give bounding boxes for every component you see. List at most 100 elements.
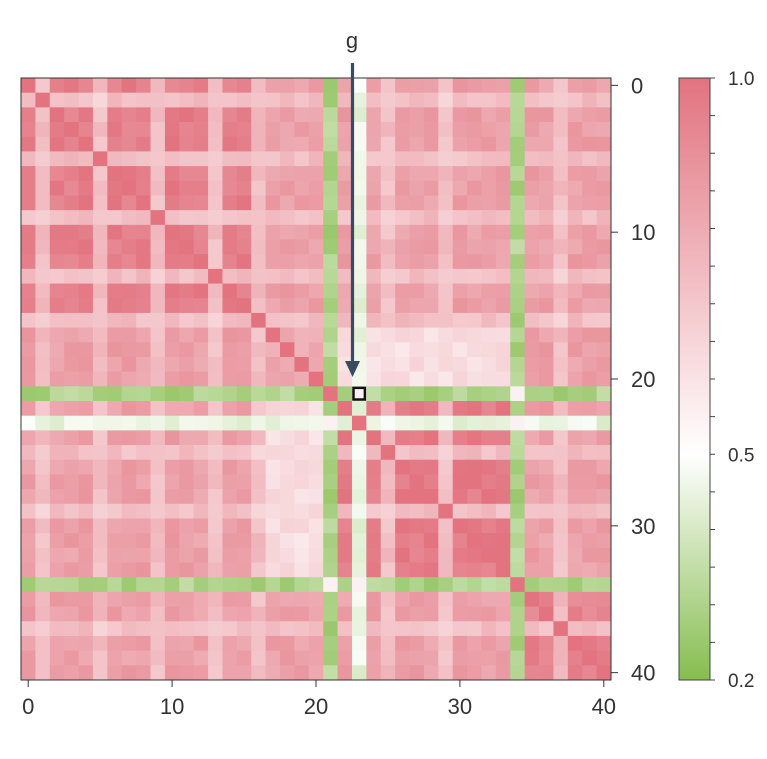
- heatmap-cell: [265, 356, 281, 373]
- heatmap-cell: [495, 430, 511, 446]
- heatmap-cell: [539, 635, 554, 652]
- heatmap-cell: [510, 650, 526, 666]
- heatmap-cell: [150, 635, 166, 652]
- heatmap-cell: [423, 78, 439, 94]
- heatmap-cell: [510, 254, 526, 270]
- heatmap-cell: [21, 533, 36, 549]
- heatmap-cell: [294, 283, 310, 299]
- heatmap-cell: [366, 298, 382, 314]
- heatmap-cell: [193, 180, 209, 196]
- heatmap-cell: [21, 283, 36, 299]
- heatmap-cell: [78, 78, 94, 94]
- heatmap-cell: [294, 562, 310, 578]
- heatmap-cell: [395, 239, 410, 255]
- heatmap-cell: [35, 518, 51, 534]
- heatmap-cell: [236, 356, 252, 373]
- heatmap-cell: [136, 445, 151, 461]
- heatmap-cell: [467, 445, 482, 461]
- heatmap-cell: [35, 298, 51, 314]
- heatmap-cell: [596, 635, 612, 652]
- heatmap-cell: [280, 533, 295, 549]
- heatmap-cell: [236, 342, 252, 358]
- heatmap-cell: [164, 621, 180, 637]
- heatmap-cell: [107, 665, 123, 681]
- heatmap-cell: [495, 107, 511, 123]
- heatmap-cell: [582, 533, 598, 549]
- heatmap-cell: [510, 224, 526, 240]
- heatmap-cell: [107, 547, 123, 563]
- heatmap-cell: [596, 136, 612, 152]
- heatmap-cell: [409, 283, 425, 299]
- heatmap-cell: [539, 591, 554, 607]
- heatmap-cell: [21, 78, 36, 94]
- heatmap-cell: [121, 371, 137, 387]
- heatmap-cell: [49, 107, 65, 123]
- heatmap-cell: [35, 474, 51, 490]
- heatmap-cell: [236, 650, 252, 666]
- highlight-cell: [352, 386, 367, 401]
- heatmap-cell: [92, 136, 108, 152]
- heatmap-cell: [164, 474, 180, 490]
- heatmap-cell: [467, 386, 482, 402]
- heatmap-cell: [395, 166, 410, 182]
- heatmap-cell: [553, 298, 569, 314]
- heatmap-cell: [92, 283, 108, 299]
- heatmap-cell: [438, 635, 454, 652]
- heatmap-cell: [409, 606, 425, 622]
- heatmap-cell: [136, 283, 151, 299]
- heatmap-cell: [136, 650, 151, 666]
- heatmap-cell: [136, 533, 151, 549]
- heatmap-cell: [35, 635, 51, 652]
- heatmap-cell: [366, 254, 382, 270]
- heatmap-cell: [596, 122, 612, 138]
- heatmap-cell: [409, 136, 425, 152]
- heatmap-cell: [438, 489, 454, 505]
- heatmap-cell: [510, 371, 526, 387]
- heatmap-cell: [366, 92, 382, 108]
- heatmap-cell: [92, 621, 108, 637]
- heatmap-cell: [35, 78, 51, 94]
- heatmap-cell: [351, 533, 367, 549]
- heatmap-cell: [567, 489, 583, 505]
- heatmap-cell: [553, 533, 569, 549]
- heatmap-cell: [136, 591, 151, 607]
- heatmap-cell: [467, 635, 482, 652]
- heatmap-cell: [495, 298, 511, 314]
- heatmap-cell: [452, 503, 468, 519]
- heatmap-cell: [107, 401, 123, 417]
- heatmap-cell: [251, 518, 267, 534]
- heatmap-cell: [265, 136, 281, 152]
- heatmap-cell: [323, 621, 338, 637]
- heatmap-cell: [179, 562, 195, 578]
- heatmap-cell: [323, 136, 338, 152]
- heatmap-cell: [366, 503, 382, 519]
- heatmap-cell: [64, 474, 79, 490]
- heatmap-cell: [423, 635, 439, 652]
- heatmap-cell: [179, 459, 195, 475]
- heatmap-cell: [524, 371, 540, 387]
- heatmap-cell: [337, 518, 353, 534]
- heatmap-cell: [164, 547, 180, 563]
- heatmap-cell: [567, 665, 583, 681]
- heatmap-cell: [193, 562, 209, 578]
- heatmap-cell: [107, 195, 123, 211]
- heatmap-cell: [395, 635, 410, 652]
- heatmap-cell: [337, 180, 353, 196]
- heatmap-cell: [208, 577, 223, 593]
- heatmap-cell: [280, 635, 295, 652]
- heatmap-cell: [510, 474, 526, 490]
- heatmap-cell: [409, 254, 425, 270]
- heatmap-cell: [452, 356, 468, 373]
- heatmap-cell: [21, 151, 36, 167]
- heatmap-cell: [78, 621, 94, 637]
- heatmap-cell: [308, 327, 324, 343]
- heatmap-cell: [92, 474, 108, 490]
- heatmap-cell: [265, 78, 281, 94]
- heatmap-cell: [308, 210, 324, 226]
- heatmap-cell: [265, 650, 281, 666]
- heatmap-cell: [308, 621, 324, 637]
- heatmap-cell: [265, 474, 281, 490]
- heatmap-cell: [553, 489, 569, 505]
- heatmap-cell: [337, 312, 353, 329]
- heatmap-cell: [136, 635, 151, 652]
